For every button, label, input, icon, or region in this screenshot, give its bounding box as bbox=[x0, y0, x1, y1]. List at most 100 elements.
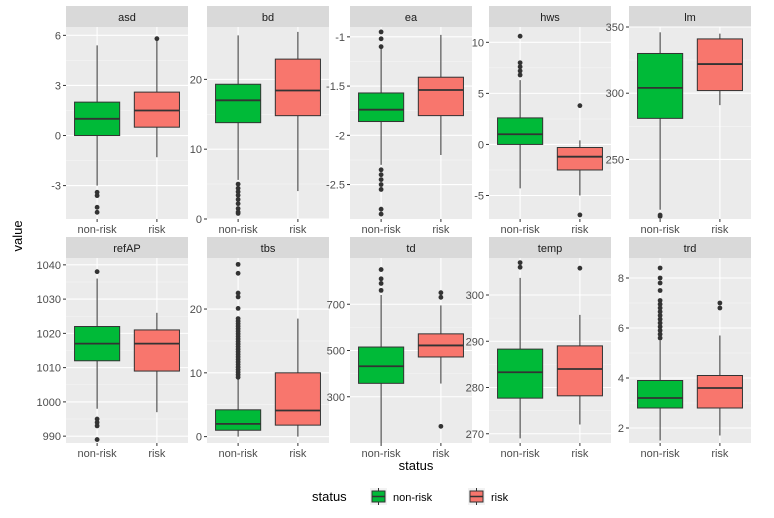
facet-hws: hws -5 0 5 10 non-risk risk bbox=[472, 6, 611, 236]
box-risk bbox=[417, 290, 464, 429]
legend-label-non-risk: non-risk bbox=[393, 492, 433, 504]
outlier-point bbox=[657, 309, 663, 315]
outlier-point bbox=[378, 182, 384, 187]
box-body bbox=[358, 92, 405, 123]
outlier-point bbox=[235, 189, 241, 195]
y-tick-label: 10 bbox=[472, 37, 484, 49]
box-body bbox=[358, 346, 405, 384]
outlier-point bbox=[235, 270, 241, 276]
x-tick-label: non-risk bbox=[219, 224, 259, 236]
facet-strip bbox=[629, 6, 751, 27]
outlier-point bbox=[94, 416, 100, 422]
facet-strip bbox=[66, 6, 188, 27]
x-tick-label: risk bbox=[571, 448, 589, 460]
box-non-risk bbox=[215, 261, 262, 437]
box-risk bbox=[696, 300, 743, 436]
outlier-point bbox=[517, 264, 523, 270]
facet-bd: bd 0 10 20 non-risk risk bbox=[190, 6, 329, 236]
outlier-point bbox=[438, 294, 444, 300]
outlier-point bbox=[438, 423, 444, 429]
outlier-point bbox=[235, 305, 241, 311]
y-tick-label: 3 bbox=[55, 80, 61, 92]
x-tick-label: non-risk bbox=[501, 224, 541, 236]
facet-strip-label: trd bbox=[684, 243, 697, 255]
facet-td: td 300 500 700 non-risk risk bbox=[327, 237, 472, 460]
x-tick-label: risk bbox=[711, 448, 729, 460]
x-tick-label: non-risk bbox=[219, 448, 259, 460]
box-body bbox=[497, 348, 544, 399]
facet-strip bbox=[207, 237, 329, 258]
y-tick-label: 1030 bbox=[37, 294, 61, 306]
x-tick-label: risk bbox=[571, 224, 589, 236]
x-tick-label: non-risk bbox=[78, 224, 118, 236]
outlier-point bbox=[378, 29, 384, 35]
outlier-point bbox=[657, 298, 663, 303]
box-risk bbox=[417, 34, 464, 155]
box-non-risk bbox=[497, 33, 544, 189]
outlier-point bbox=[717, 305, 723, 311]
x-axis-title: status bbox=[399, 458, 434, 473]
y-tick-label: 5 bbox=[478, 88, 484, 100]
box-non-risk bbox=[358, 267, 405, 443]
facet-tbs: tbs 0 10 20 non-risk risk bbox=[190, 237, 329, 460]
y-tick-label: 1000 bbox=[37, 397, 61, 409]
facet-strip-label: bd bbox=[262, 12, 274, 24]
legend-label-risk: risk bbox=[491, 492, 509, 504]
outlier-point bbox=[154, 36, 160, 42]
outlier-point bbox=[378, 211, 384, 217]
y-tick-label: 270 bbox=[466, 429, 484, 441]
box-body bbox=[215, 409, 262, 431]
y-tick-label: 20 bbox=[190, 304, 202, 316]
facet-strip bbox=[489, 6, 611, 27]
box-non-risk bbox=[215, 35, 262, 216]
box-body bbox=[274, 372, 321, 426]
facet-lm: lm 250 300 350 non-risk risk bbox=[606, 6, 751, 236]
outlier-point bbox=[517, 72, 523, 78]
outlier-point bbox=[517, 60, 523, 66]
facet-strip-label: hws bbox=[540, 12, 560, 24]
facet-strip-label: asd bbox=[118, 12, 136, 24]
x-tick-label: risk bbox=[289, 448, 307, 460]
x-tick-label: non-risk bbox=[641, 224, 681, 236]
outlier-point bbox=[378, 36, 384, 42]
outlier-point bbox=[235, 316, 241, 322]
y-tick-label: 250 bbox=[606, 154, 624, 166]
box-risk bbox=[556, 265, 603, 425]
box-body bbox=[215, 83, 262, 124]
box-non-risk bbox=[497, 260, 544, 439]
y-tick-label: 290 bbox=[466, 336, 484, 348]
outlier-point bbox=[94, 193, 100, 199]
facet-strip bbox=[207, 6, 329, 27]
box-body bbox=[637, 380, 684, 409]
outlier-point bbox=[378, 172, 384, 178]
facet-refAP: refAP 990 1000 1010 1020 1030 1040 non-risk risk bbox=[37, 237, 188, 460]
legend-keys: non-risk risk bbox=[370, 488, 509, 505]
y-tick-label: 4 bbox=[618, 373, 624, 385]
outlier-point bbox=[235, 192, 241, 198]
y-tick-label: 10 bbox=[190, 144, 202, 156]
facet-strip-label: temp bbox=[538, 243, 562, 255]
outlier-point bbox=[378, 187, 384, 192]
y-tick-label: 300 bbox=[327, 392, 345, 404]
y-tick-label: 1040 bbox=[37, 260, 61, 272]
outlier-point bbox=[235, 201, 241, 207]
y-tick-label: 350 bbox=[606, 22, 624, 34]
y-tick-label: 1010 bbox=[37, 363, 61, 375]
box-non-risk bbox=[637, 265, 684, 441]
outlier-point bbox=[378, 167, 384, 173]
facet-strip bbox=[629, 237, 751, 258]
outlier-point bbox=[657, 320, 663, 326]
outlier-point bbox=[717, 300, 723, 306]
y-tick-label: 700 bbox=[327, 299, 345, 311]
x-tick-label: non-risk bbox=[362, 448, 402, 460]
outlier-point bbox=[657, 316, 663, 322]
box-risk bbox=[133, 36, 180, 158]
y-tick-label: -3 bbox=[51, 181, 61, 193]
facet-strip bbox=[350, 237, 472, 258]
box-non-risk bbox=[637, 32, 684, 219]
panel-background bbox=[350, 27, 472, 219]
y-tick-label: 0 bbox=[55, 131, 61, 143]
outlier-point bbox=[235, 211, 241, 216]
